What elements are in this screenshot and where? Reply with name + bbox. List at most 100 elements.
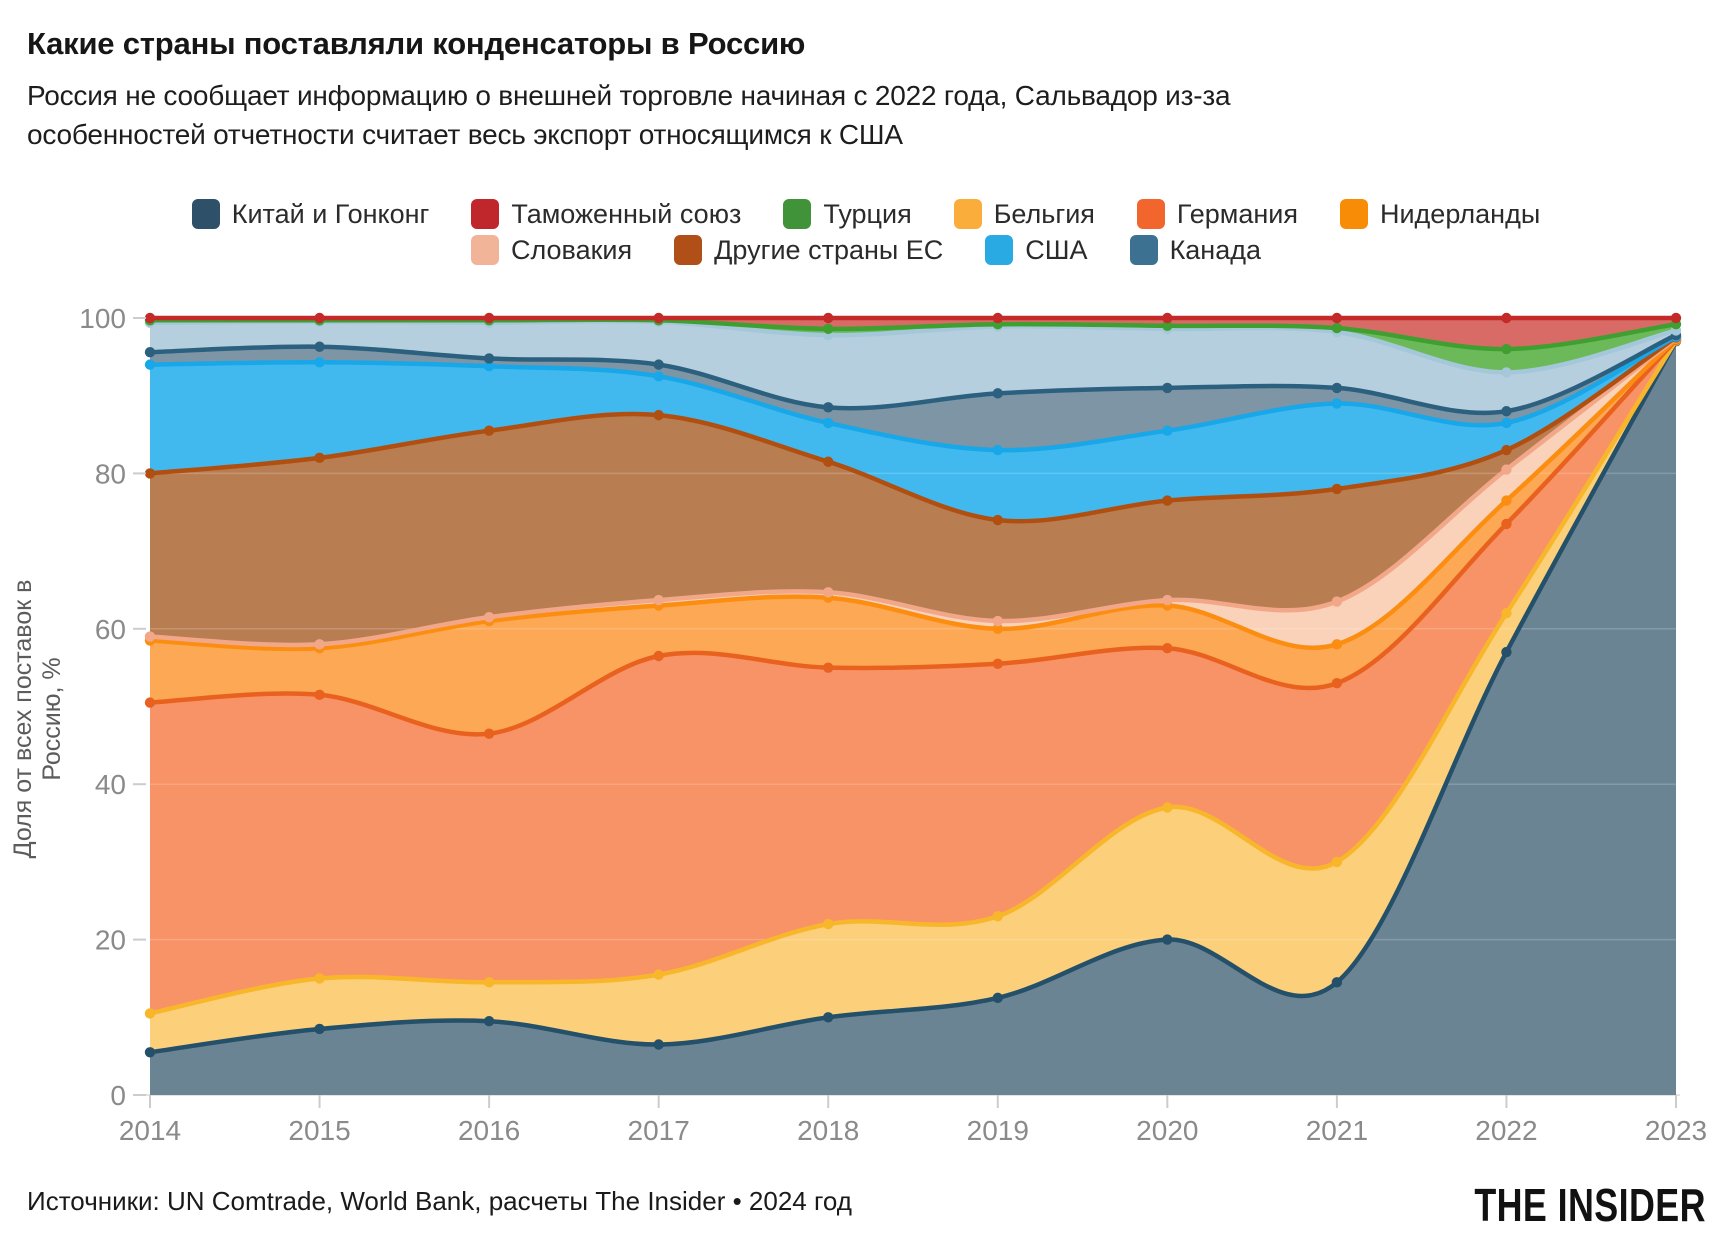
- area-band-Другие страны ЕС: [150, 337, 1676, 645]
- legend-label: Словакия: [510, 234, 633, 265]
- data-point-Китай и Гонконг: [1331, 977, 1343, 988]
- x-tick-label-2020: 2020: [1136, 1115, 1198, 1146]
- legend-item-5[interactable]: Германия: [1136, 198, 1298, 230]
- data-point-Словакия: [483, 611, 495, 623]
- data-point-Китай и Гонконг: [653, 1039, 664, 1050]
- data-point-Германия: [1331, 677, 1343, 689]
- legend-swatch: [674, 235, 703, 265]
- boundary-line-Канада: [147, 332, 1679, 416]
- legend-label: США: [1025, 234, 1088, 265]
- boundary-line-Другие страны ЕС: [147, 335, 1679, 524]
- data-point-Канада: [1501, 367, 1512, 378]
- legend-swatch: [985, 235, 1014, 265]
- data-point-США: [992, 444, 1003, 456]
- legend-label: Германия: [1176, 198, 1298, 229]
- data-point-Другие страны ЕС: [1162, 495, 1173, 506]
- boundary-line-Германия: [147, 337, 1679, 737]
- data-point-Бельгия: [1501, 608, 1512, 619]
- page-subtitle: Россия не сообщает информацию о внешней …: [27, 80, 1231, 150]
- the-insider-logo: THE INSIDER: [1474, 1179, 1706, 1231]
- data-point-Канада: [483, 353, 495, 364]
- data-point-Словакия: [823, 587, 834, 598]
- data-point-Таможенный союз: [144, 312, 156, 324]
- chart-legend: Китай и Гонконг Таможенный союз Турция Бель…: [0, 196, 1732, 268]
- data-point-Китай и Гонконг: [992, 992, 1003, 1004]
- data-point-Словакия: [314, 639, 325, 650]
- x-tick-label-2018: 2018: [797, 1115, 859, 1146]
- data-point-США: [144, 359, 156, 370]
- data-point-Другие страны ЕС: [1501, 444, 1512, 456]
- data-point-Китай и Гонконг: [144, 1047, 156, 1058]
- area-band-США: [150, 336, 1676, 522]
- data-point-Канада: [1331, 382, 1343, 394]
- area-band-Канада: [150, 321, 1676, 413]
- data-point-Таможенный союз: [823, 312, 834, 324]
- data-point-Германия: [653, 650, 664, 662]
- legend-item-3[interactable]: Турция: [783, 198, 912, 230]
- data-point-Нидерланды: [1501, 495, 1512, 506]
- page-title: Какие страны поставляли конденсаторы в Р…: [27, 26, 806, 61]
- legend-item-9[interactable]: США: [985, 234, 1088, 266]
- legend-label: Нидерланды: [1379, 198, 1541, 229]
- data-point-США: [1331, 398, 1343, 409]
- data-point-Канада: [823, 402, 834, 413]
- legend-item-4[interactable]: Бельгия: [953, 199, 1095, 230]
- data-point-Турция: [1501, 343, 1512, 355]
- data-point-Канада: [314, 341, 325, 352]
- data-point-Германия: [1501, 518, 1512, 530]
- data-point-Китай и Гонконг: [483, 1015, 495, 1027]
- legend-item-2[interactable]: Таможенный союз: [471, 199, 741, 230]
- y-tick-label-100: 100: [79, 303, 126, 334]
- data-point-Таможенный союз: [653, 312, 664, 324]
- data-point-Словакия: [1331, 596, 1343, 607]
- data-point-Бельгия: [144, 1008, 156, 1019]
- legend-item-8[interactable]: Другие страны ЕС: [674, 235, 943, 266]
- legend-item-1[interactable]: Китай и Гонконг: [191, 199, 429, 230]
- data-point-Словакия: [992, 615, 1003, 627]
- data-point-Китай и Гонконг: [823, 1012, 834, 1023]
- data-point-Другие страны ЕС: [823, 456, 834, 467]
- data-point-Китай и Гонконг: [1162, 934, 1173, 945]
- data-point-США: [1501, 417, 1512, 429]
- data-point-Таможенный союз: [1331, 312, 1343, 324]
- source-note: Источники: UN Comtrade, World Bank, расч…: [27, 1186, 852, 1216]
- legend-swatch: [953, 199, 982, 229]
- area-band-Германия: [150, 339, 1676, 1014]
- area-band-Китай и Гонконг: [150, 341, 1676, 1095]
- legend-row: Словакия Другие страны ЕС США Канада: [0, 232, 1732, 268]
- x-tick-label-2016: 2016: [458, 1115, 520, 1146]
- data-point-Германия: [1162, 643, 1173, 654]
- data-point-Словакия: [653, 594, 664, 606]
- x-tick-label-2019: 2019: [967, 1115, 1029, 1146]
- y-tick-label-60: 60: [95, 614, 126, 645]
- boundary-line-Китай и Гонконг: [147, 339, 1679, 1055]
- legend-item-10[interactable]: Канада: [1129, 235, 1261, 266]
- boundary-line-Бельгия: [147, 338, 1679, 1016]
- data-point-Другие страны ЕС: [992, 514, 1003, 526]
- area-band-Бельгия: [150, 340, 1676, 1053]
- legend-swatch: [1136, 199, 1165, 229]
- x-tick-label-2022: 2022: [1475, 1115, 1537, 1146]
- data-point-Таможенный союз: [1501, 312, 1512, 324]
- data-point-Германия: [823, 662, 834, 673]
- area-band-Канада: [150, 335, 1676, 451]
- legend-label: Турция: [823, 198, 912, 229]
- data-point-Таможенный союз: [314, 312, 325, 324]
- data-point-Канада: [1501, 406, 1512, 417]
- data-point-США: [483, 360, 495, 372]
- data-point-Другие страны ЕС: [653, 409, 664, 421]
- legend-item-7[interactable]: Словакия: [470, 234, 633, 266]
- data-point-Словакия: [144, 631, 156, 642]
- data-point-США: [823, 417, 834, 429]
- data-point-США: [314, 357, 325, 368]
- data-point-Бельгия: [823, 918, 834, 930]
- legend-row: Китай и Гонконг Таможенный союз Турция Бель…: [0, 196, 1732, 232]
- data-point-Китай и Гонконг: [314, 1023, 325, 1035]
- data-point-Словакия: [1162, 594, 1173, 606]
- legend-item-6[interactable]: Нидерланды: [1339, 198, 1541, 230]
- data-point-Китай и Гонконг: [1501, 646, 1512, 658]
- legend-label: Другие страны ЕС: [714, 234, 944, 265]
- data-point-Германия: [314, 689, 325, 701]
